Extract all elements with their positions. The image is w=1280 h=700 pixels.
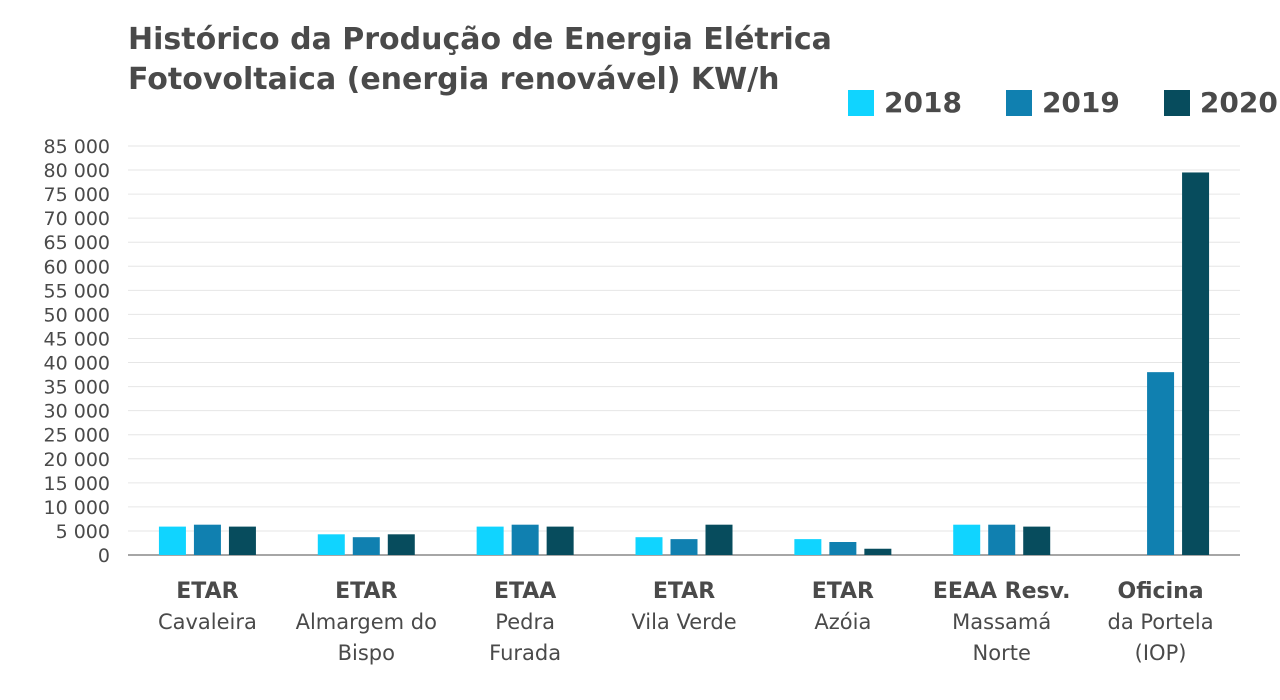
y-tick-label: 50 000 xyxy=(44,304,110,326)
bar-2019-1 xyxy=(352,537,380,555)
bar-2020-4 xyxy=(864,548,892,555)
bar-2019-5 xyxy=(988,524,1016,555)
y-tick-label: 30 000 xyxy=(44,401,110,423)
x-category-label: Norte xyxy=(973,641,1031,665)
y-tick-label: 35 000 xyxy=(44,377,110,399)
y-tick-label: 65 000 xyxy=(44,232,110,254)
y-tick-label: 80 000 xyxy=(44,160,110,182)
bar-2020-1 xyxy=(387,534,415,555)
legend-label-2019: 2019 xyxy=(1041,86,1120,119)
x-category-label: ETAR xyxy=(812,579,874,604)
y-tick-label: 40 000 xyxy=(44,353,110,375)
bar-2018-1 xyxy=(317,534,345,555)
x-category-label: ETAR xyxy=(176,579,238,604)
bar-2019-4 xyxy=(829,542,857,555)
chart-title-line-1: Histórico da Produção de Energia Elétric… xyxy=(128,22,832,57)
x-category-label: Oficina xyxy=(1118,579,1204,604)
x-category-label: ETAR xyxy=(653,579,715,604)
bar-2018-0 xyxy=(158,526,186,555)
y-tick-label: 10 000 xyxy=(44,497,110,519)
legend-item-2020: 2020 xyxy=(1163,86,1278,119)
legend-item-2018: 2018 xyxy=(848,86,962,119)
x-category-label: ETAR xyxy=(335,579,397,604)
bar-2020-2 xyxy=(546,526,574,555)
x-category-label: Cavaleira xyxy=(158,610,257,634)
bar-2020-5 xyxy=(1023,526,1051,555)
x-category-label: Azóia xyxy=(814,610,871,634)
bar-2019-3 xyxy=(670,539,698,555)
y-tick-label: 75 000 xyxy=(44,184,110,206)
x-category-label: Furada xyxy=(489,641,561,665)
y-tick-label: 70 000 xyxy=(44,208,110,230)
x-category-label: ETAA xyxy=(494,579,556,604)
y-tick-label: 25 000 xyxy=(44,425,110,447)
legend-swatch-2019 xyxy=(1005,89,1032,116)
y-tick-label: 0 xyxy=(98,545,110,567)
bar-2018-2 xyxy=(476,526,504,555)
y-tick-label: 15 000 xyxy=(44,473,110,495)
legend-label-2020: 2020 xyxy=(1199,86,1278,119)
x-category-label: Massamá xyxy=(952,610,1051,634)
bar-2020-3 xyxy=(705,524,733,555)
bar-2020-0 xyxy=(228,526,256,555)
legend-swatch-2020 xyxy=(1163,89,1190,116)
legend-item-2019: 2019 xyxy=(1005,86,1120,119)
bar-2019-6 xyxy=(1147,372,1175,555)
legend-swatch-2018 xyxy=(848,89,874,116)
x-category-label: EEAA Resv. xyxy=(933,579,1071,604)
x-category-label: da Portela xyxy=(1108,610,1214,634)
bar-2019-0 xyxy=(193,524,221,555)
x-category-label: (IOP) xyxy=(1135,641,1187,665)
x-category-label: Vila Verde xyxy=(631,610,736,634)
chart-legend: 2018 2019 2020 xyxy=(848,86,1278,119)
bar-2019-2 xyxy=(511,524,539,555)
chart-title-line-2: Fotovoltaica (energia renovável) KW/h xyxy=(128,62,780,97)
chart-title: Histórico da Produção de Energia Elétric… xyxy=(128,20,848,100)
y-tick-label: 55 000 xyxy=(44,280,110,302)
y-tick-label: 85 000 xyxy=(44,136,110,158)
y-tick-label: 60 000 xyxy=(44,256,110,278)
x-category-label: Bispo xyxy=(338,641,395,665)
x-category-label: Almargem do xyxy=(296,610,437,634)
y-tick-label: 5 000 xyxy=(56,521,110,543)
bar-2018-4 xyxy=(794,539,822,555)
y-tick-label: 20 000 xyxy=(44,449,110,471)
y-tick-label: 45 000 xyxy=(44,328,110,350)
x-category-label: Pedra xyxy=(495,610,555,634)
legend-label-2018: 2018 xyxy=(884,86,962,119)
bar-2018-3 xyxy=(635,537,663,555)
bar-2020-6 xyxy=(1182,172,1210,555)
bar-2018-5 xyxy=(953,524,981,555)
